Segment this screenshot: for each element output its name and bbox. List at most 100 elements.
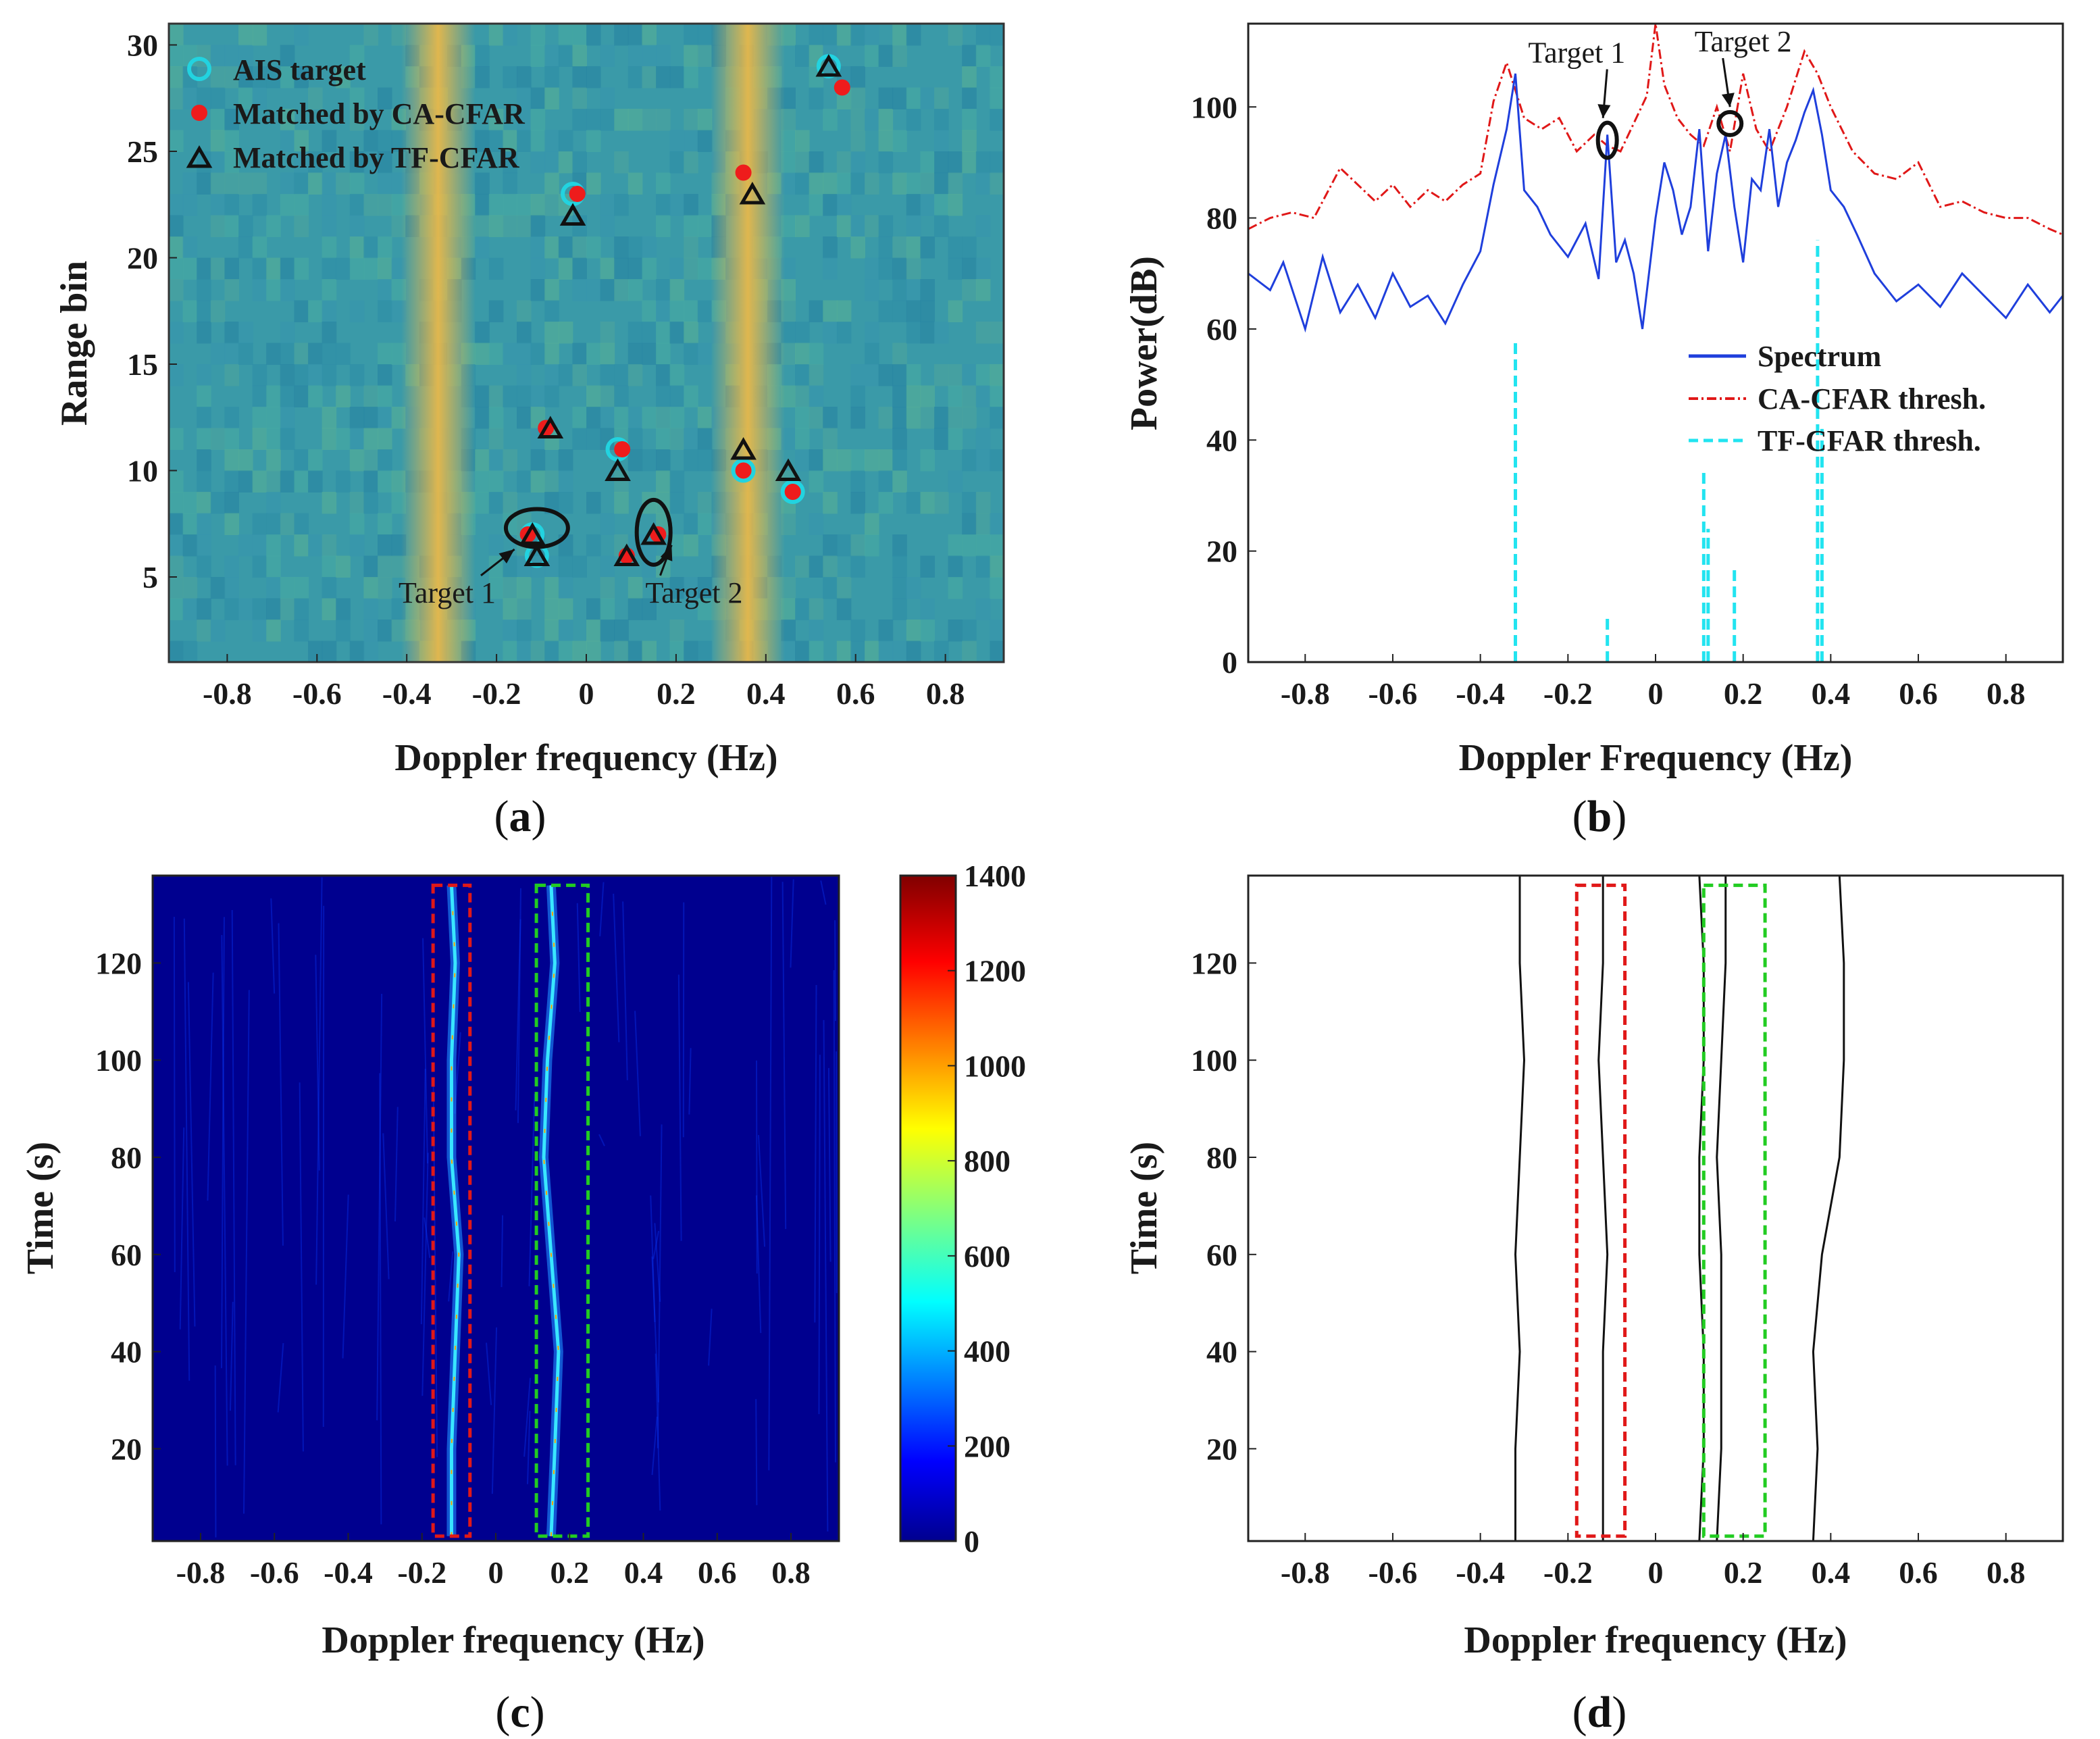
heatmap-cell	[182, 640, 198, 662]
heatmap-cell	[488, 130, 504, 152]
x-tick-label: -0.6	[1368, 676, 1418, 711]
heatmap-cell	[697, 577, 713, 599]
heatmap-cell	[349, 428, 365, 450]
arrow-head	[1721, 93, 1735, 107]
noise-streak	[242, 990, 250, 1514]
ridge-band	[401, 24, 476, 662]
tf-cfar-marker	[613, 543, 640, 566]
heatmap-cell	[294, 470, 309, 493]
legend-tf-cfar-label: Matched by TF-CFAR	[233, 141, 520, 174]
heatmap-cell	[308, 470, 323, 493]
y-tick-label: 25	[127, 134, 158, 169]
heatmap-cell	[572, 87, 587, 109]
colorbar-tick-label: 200	[964, 1429, 1010, 1463]
heatmap-cell	[503, 640, 517, 662]
target-label: Target 1	[1528, 36, 1625, 70]
heatmap-cell	[809, 640, 824, 662]
noise-streak	[652, 1230, 660, 1259]
heatmap-cell	[363, 24, 378, 46]
heatmap-cell	[182, 577, 198, 599]
noise-streak	[657, 1124, 663, 1448]
heatmap-cell	[558, 640, 573, 662]
y-tick-label: 20	[127, 241, 158, 276]
heatmap-cell	[934, 215, 949, 237]
heatmap-cell	[878, 236, 894, 259]
heatmap-cell	[809, 24, 824, 46]
heatmap-cell	[224, 130, 239, 152]
heatmap-cell	[600, 620, 615, 642]
heatmap-cell	[586, 236, 601, 259]
noise-streak	[651, 1416, 658, 1476]
heatmap-cell	[850, 620, 865, 642]
panel-a-letter: a	[509, 792, 532, 841]
heatmap-cell	[280, 172, 295, 195]
heatmap-cell	[182, 257, 198, 280]
noise-streak	[270, 898, 276, 994]
heatmap-cell	[197, 172, 211, 195]
heatmap-cell	[878, 151, 894, 174]
heatmap-cell	[572, 66, 587, 89]
heatmap-cell	[224, 598, 239, 620]
heatmap-cell	[990, 66, 1004, 89]
y-tick-label: 120	[1191, 946, 1237, 980]
x-tick-label: -0.6	[292, 676, 342, 711]
noise-streak	[613, 893, 620, 1042]
heatmap-cell	[336, 598, 351, 620]
heatmap-cell	[795, 364, 810, 386]
heatmap-cell	[865, 109, 879, 131]
heatmap-cell	[530, 470, 546, 493]
heatmap-cell	[656, 385, 671, 407]
heatmap-cell	[836, 640, 852, 662]
heatmap-cell	[336, 555, 351, 578]
heatmap-cell	[656, 343, 671, 365]
panel-b-letter: b	[1587, 792, 1612, 841]
heatmap-cell	[558, 364, 573, 386]
heatmap-cell	[975, 322, 991, 344]
heatmap-cell	[294, 300, 309, 322]
heatmap-cell	[169, 194, 184, 216]
heatmap-cell	[642, 236, 657, 259]
heatmap-cell	[850, 151, 865, 174]
heatmap-cell	[197, 87, 211, 109]
x-tick-label: -0.8	[203, 676, 252, 711]
heatmap-cell	[503, 215, 517, 237]
heatmap-cell	[892, 236, 907, 259]
heatmap-cell	[294, 364, 309, 386]
heatmap-cell	[558, 236, 573, 259]
panel-b-ylabel: Power(dB)	[1123, 256, 1165, 430]
heatmap-cell	[684, 257, 698, 280]
noise-streak	[655, 1353, 661, 1511]
x-tick-label: -0.2	[472, 676, 521, 711]
noise-streak	[376, 994, 383, 1421]
panel-b-legend: Spectrum CA-CFAR thresh. TF-CFAR thresh.	[1689, 340, 1986, 457]
heatmap-cell	[975, 492, 991, 514]
y-tick-label: 100	[1191, 90, 1237, 124]
colorbar-tick-label: 0	[964, 1524, 979, 1559]
heatmap-cell	[795, 640, 810, 662]
heatmap-cell	[684, 385, 698, 407]
heatmap-cell	[600, 322, 615, 344]
heatmap-cell	[614, 279, 629, 301]
heatmap-cell	[503, 598, 517, 620]
heatmap-cell	[280, 470, 295, 493]
heatmap-cell	[544, 45, 559, 67]
heatmap-cell	[378, 130, 392, 152]
heatmap-cell	[475, 343, 490, 365]
heatmap-cell	[600, 364, 615, 386]
y-tick-label: 80	[1206, 1140, 1237, 1175]
heatmap-cell	[530, 257, 546, 280]
x-tick-label: -0.4	[382, 676, 432, 711]
heatmap-cell	[990, 151, 1004, 174]
heatmap-cell	[920, 87, 935, 109]
x-tick-label: -0.8	[1281, 1555, 1330, 1590]
heatmap-cell	[503, 130, 517, 152]
heatmap-cell	[517, 385, 532, 407]
heatmap-cell	[530, 215, 546, 237]
heatmap-cell	[669, 577, 685, 599]
heatmap-cell	[238, 87, 253, 109]
panel-b-plot-area: Target 1 Target 2	[1247, 22, 2064, 663]
heatmap-cell	[669, 620, 685, 642]
heatmap-cell	[628, 640, 643, 662]
heatmap-cell	[600, 343, 615, 365]
